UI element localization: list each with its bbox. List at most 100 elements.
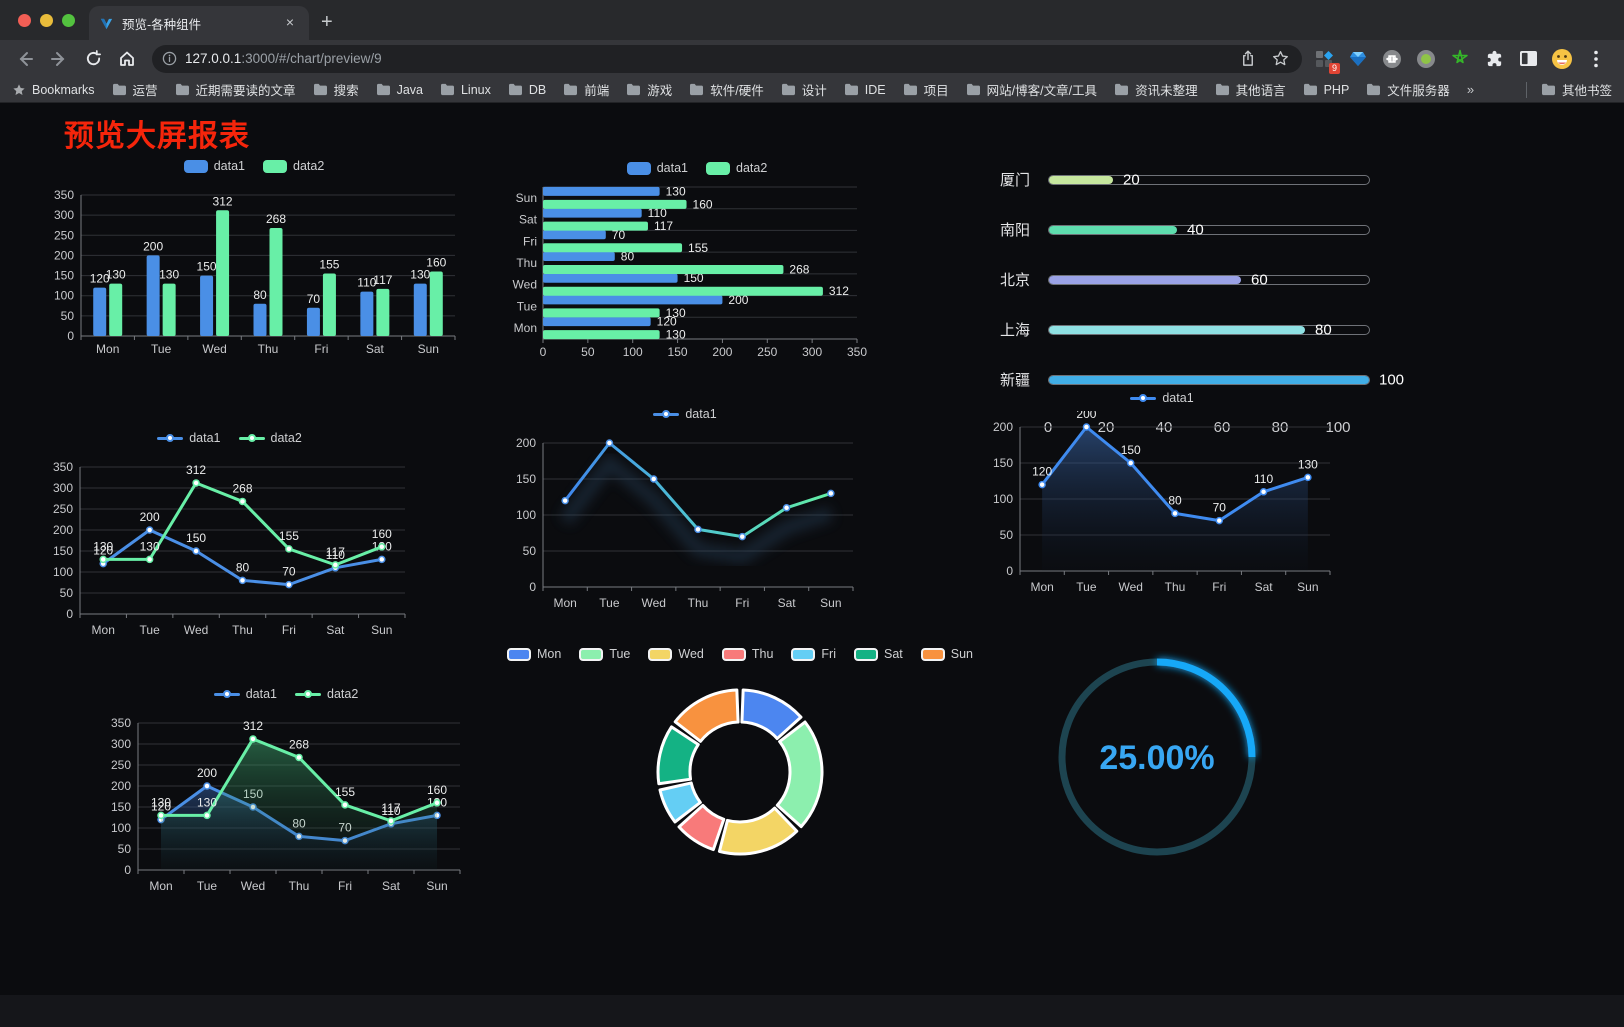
bookmark-folder[interactable]: DB [508,83,546,97]
svg-text:117: 117 [654,219,673,233]
close-window-button[interactable] [18,14,31,27]
address-bar[interactable]: 127.0.0.1:3000/#/chart/preview/9 [152,44,1302,73]
svg-text:Sun: Sun [418,342,439,356]
minimize-window-button[interactable] [40,14,53,27]
svg-text:100: 100 [54,289,74,303]
folder-icon [112,83,126,96]
grouped-bar-chart[interactable]: data1 data2 0 50 100 150 200 250 300 350 Mon Tue Wed… [45,153,463,358]
bookmark-folder[interactable]: Java [376,83,423,97]
legend-label: Mon [536,647,562,661]
legend-label: Fri [821,647,836,661]
bookmark-folder[interactable]: IDE [844,83,886,97]
area-line-chart[interactable]: data1 0 50 100 150 200 Mon Tue Wed Thu Fri Sat Sun 12… [982,385,1342,597]
legend-item[interactable]: data1 [183,159,245,173]
other-bookmarks[interactable]: 其他书签 [1541,80,1612,99]
bookmark-star-icon[interactable] [1268,47,1292,71]
url-text[interactable]: 127.0.0.1:3000/#/chart/preview/9 [185,51,382,66]
reload-button[interactable] [78,44,108,74]
two-series-line-chart[interactable]: data1 data2 0 50 100 150 200 250 300 350 Mon Tue Wed… [42,425,417,640]
legend-label: data2 [736,161,768,175]
gauge-chart[interactable]: 25.00% [1052,651,1262,863]
site-info-icon[interactable] [162,51,177,66]
bookmark-folder[interactable]: 前端 [563,80,609,99]
svg-text:312: 312 [213,194,233,208]
gem-extension-icon[interactable] [1346,47,1370,71]
legend-item[interactable]: Sun [920,647,973,661]
svg-text:Sun: Sun [820,596,841,610]
legend-item[interactable]: Thu [721,647,773,661]
legend-item[interactable]: Mon [506,647,562,661]
progress-track[interactable]: 100 [1048,371,1404,388]
bookmark-folder[interactable]: 搜索 [313,80,359,99]
legend-item[interactable]: Sat [854,647,903,661]
svg-text:155: 155 [279,529,299,543]
bookmark-folder[interactable]: 项目 [903,80,949,99]
horizontal-bar-chart[interactable]: data1 data2 0 50 100 150 200 250 300 350 Mon 120 130… [503,155,891,363]
legend-item[interactable]: data2 [238,431,302,445]
progress-track[interactable]: 80 [1048,321,1370,338]
legend-item[interactable]: data1 [213,687,277,701]
bookmark-folder[interactable]: 网站/博客/文章/工具 [966,80,1097,99]
bookmarks-manager[interactable]: Bookmarks [12,83,95,97]
svg-text:117: 117 [373,273,392,287]
bookmark-folder[interactable]: PHP [1303,83,1349,97]
legend-item[interactable]: data1 [1130,391,1194,405]
svg-text:Mon: Mon [1030,580,1053,594]
bookmark-folder[interactable]: 其他语言 [1215,80,1286,99]
progress-bar-chart[interactable]: 厦门 20 南阳 40 北京 60 上海 80 新疆 100 0 20 40 60 80 100 [1000,161,1404,436]
back-button[interactable] [10,44,40,74]
svg-text:Tue: Tue [151,342,172,356]
gradient-line-chart[interactable]: data1 0 50 100 150 200 Mon Tue Wed Thu Fri Sat Sun [505,401,865,613]
legend-item[interactable]: Tue [579,647,630,661]
progress-fill [1049,175,1113,184]
legend-item[interactable]: data2 [706,161,767,175]
legend-item[interactable]: data2 [263,159,324,173]
home-button[interactable] [112,44,142,74]
legend-item[interactable]: data1 [653,407,717,421]
progress-track[interactable]: 40 [1048,221,1370,238]
bookmark-folder[interactable]: 运营 [112,80,158,99]
command-extension-icon[interactable] [1380,47,1404,71]
tab-close-icon[interactable]: × [285,14,295,30]
bookmark-folder-label: Linux [460,82,491,97]
bookmark-folder[interactable]: 文件服务器 [1366,80,1450,99]
legend-label: Sat [884,647,903,661]
sidebar-toggle-icon[interactable] [1516,47,1540,71]
record-extension-icon[interactable] [1414,47,1438,71]
new-tab-button[interactable]: + [321,11,333,33]
progress-track[interactable]: 20 [1048,171,1370,188]
zoom-window-button[interactable] [62,14,75,27]
legend-item[interactable]: Fri [791,647,836,661]
extensions-puzzle-icon[interactable] [1482,47,1506,71]
donut-chart[interactable]: Mon Tue Wed Thu Fri Sat Sun [506,641,973,911]
svg-text:Sat: Sat [326,623,345,637]
bookmark-folder[interactable]: Linux [440,83,491,97]
progress-track[interactable]: 60 [1048,271,1370,288]
progress-value: 100 [1379,371,1405,388]
bookmark-folder[interactable]: 软件/硬件 [689,80,764,99]
green-star-extension-icon[interactable] [1448,47,1472,71]
profile-avatar[interactable] [1550,47,1574,71]
bookmark-folder[interactable]: 设计 [781,80,827,99]
bookmark-folder[interactable]: 资讯未整理 [1114,80,1198,99]
bookmark-folder[interactable]: 近期需要读的文章 [175,80,296,99]
share-icon[interactable] [1236,47,1260,71]
legend-item[interactable]: data1 [157,431,221,445]
legend-item[interactable]: data1 [626,161,688,175]
forward-button[interactable] [44,44,74,74]
browser-tab[interactable]: 预览-各种组件 × [89,6,309,40]
legend-swatch [1130,394,1157,402]
progress-value: 40 [1187,221,1204,238]
tab-manager-extension-icon[interactable]: 9 [1312,47,1340,74]
legend-swatch [183,159,208,173]
svg-text:200: 200 [728,293,748,307]
legend-item[interactable]: Wed [648,647,704,661]
svg-text:100: 100 [111,821,131,835]
browser-menu-icon[interactable] [1584,47,1608,71]
bookmark-folder[interactable]: 游戏 [626,80,672,99]
stacked-area-line-chart[interactable]: data1 data2 0 50 100 150 200 250 300 350 Mon Tue Wed… [100,681,472,896]
bookmarks-overflow-chevron[interactable]: » [1466,82,1475,97]
window-controls [0,14,89,40]
legend-item[interactable]: data2 [295,687,358,701]
legend-swatch [920,647,945,661]
